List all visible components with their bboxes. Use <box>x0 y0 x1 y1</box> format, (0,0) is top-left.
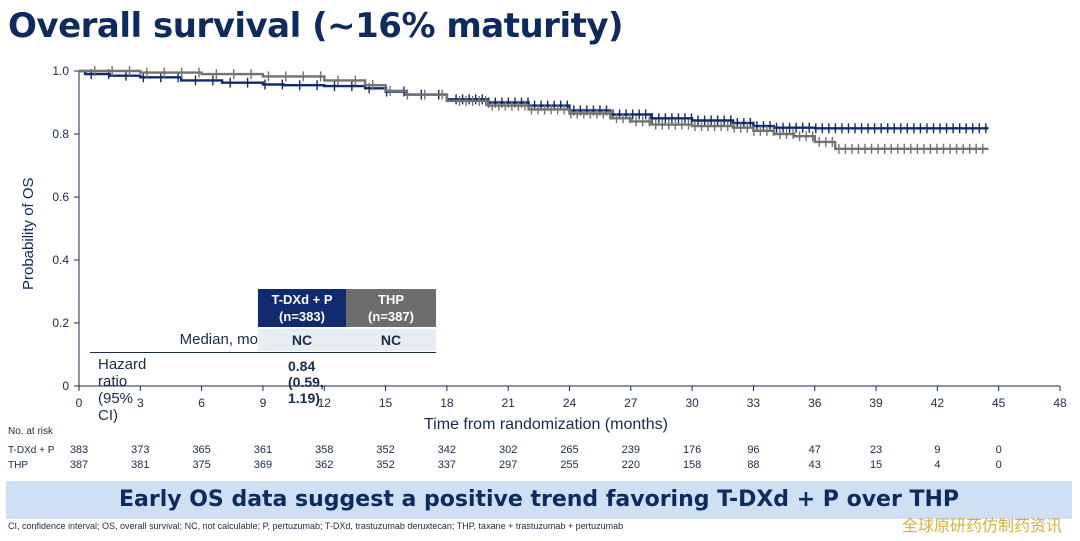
arm-b-header-n: (n=387) <box>368 309 414 324</box>
x-tick-label: 3 <box>137 396 144 410</box>
at-risk-value: 43 <box>808 459 821 471</box>
at-risk-value: 369 <box>253 459 273 471</box>
at-risk-value: 0 <box>995 459 1002 471</box>
at-risk-value: 9 <box>934 444 941 456</box>
watermark: 全球原研药仿制药资讯 <box>901 518 1062 535</box>
at-risk-value: 361 <box>253 444 273 456</box>
at-risk-value: 381 <box>131 459 150 471</box>
arm-b-header-name: THP <box>378 292 404 307</box>
chart-series <box>79 66 989 154</box>
at-risk-title: No. at risk <box>8 426 54 437</box>
hazard-ratio-label: Hazard ratio (95% CI) <box>98 356 147 424</box>
at-risk-value: 4 <box>934 459 941 471</box>
at-risk-value: 96 <box>747 444 760 456</box>
x-tick-label: 39 <box>869 396 883 410</box>
y-tick-label: 0.8 <box>52 127 69 141</box>
at-risk-value: 337 <box>437 459 457 471</box>
x-tick-label: 6 <box>198 396 205 410</box>
at-risk-value: 158 <box>682 459 702 471</box>
y-tick-label: 0 <box>62 379 69 393</box>
conclusion-banner: Early OS data suggest a positive trend f… <box>6 481 1072 519</box>
series-line-tdxd-p <box>79 69 989 130</box>
at-risk-value: 362 <box>315 459 334 471</box>
at-risk-value: 342 <box>437 444 457 456</box>
x-tick-label: 21 <box>502 396 516 410</box>
x-tick-label: 33 <box>747 396 761 410</box>
at-risk-value: 387 <box>69 459 89 471</box>
x-tick-label: 27 <box>624 396 638 410</box>
at-risk-value: 352 <box>376 444 395 456</box>
at-risk-value: 265 <box>560 444 579 456</box>
median-arm-a: NC <box>258 329 346 351</box>
table-divider <box>90 352 436 353</box>
y-tick-label: 0.2 <box>52 316 69 330</box>
series-line-thp <box>79 69 989 150</box>
footnote: CI, confidence interval; OS, overall sur… <box>8 521 624 531</box>
arm-a-header-n: (n=383) <box>279 309 325 324</box>
arm-a-header: T-DXd + P (n=383) <box>258 289 346 327</box>
at-risk-value: 220 <box>621 459 640 471</box>
at-risk-value: 239 <box>621 444 640 456</box>
at-risk-value: 255 <box>560 459 579 471</box>
at-risk-value: 352 <box>376 459 395 471</box>
at-risk-row-label: THP <box>8 460 28 471</box>
at-risk-row-label: T-DXd + P <box>8 445 55 456</box>
at-risk-value: 383 <box>69 444 89 456</box>
at-risk-value: 365 <box>192 444 211 456</box>
y-tick-label: 0.4 <box>52 253 69 267</box>
y-axis-label: Probability of OS <box>20 177 37 290</box>
x-tick-label: 15 <box>379 396 393 410</box>
at-risk-value: 302 <box>499 444 518 456</box>
at-risk-value: 373 <box>131 444 150 456</box>
at-risk-value: 23 <box>869 444 883 456</box>
at-risk-value: 47 <box>808 444 821 456</box>
x-tick-label: 24 <box>563 396 577 410</box>
arm-b-header: THP (n=387) <box>346 289 436 327</box>
x-tick-label: 30 <box>685 396 699 410</box>
chart-ticks: 0 3 6 9 12 15 18 21 24 27 30 33 36 39 42 45 4800.20.40.6… <box>52 64 1067 410</box>
at-risk-value: 375 <box>192 459 211 471</box>
y-tick-label: 0.6 <box>52 190 69 204</box>
x-tick-label: 12 <box>318 396 332 410</box>
page-title: Overall survival (~16% maturity) <box>8 6 624 46</box>
x-tick-label: 0 <box>76 396 83 410</box>
at-risk-value: 88 <box>747 459 760 471</box>
median-label: Median, mo <box>179 331 258 348</box>
median-row: Median, mo NC NC <box>90 329 436 351</box>
x-tick-label: 36 <box>808 396 822 410</box>
at-risk-value: 358 <box>315 444 334 456</box>
y-tick-label: 1.0 <box>52 64 69 78</box>
at-risk-value: 297 <box>499 459 518 471</box>
x-tick-label: 45 <box>992 396 1006 410</box>
hazard-ratio-value: 0.84 (0.59, 1.19) <box>288 358 324 406</box>
x-tick-label: 48 <box>1053 396 1067 410</box>
arm-a-header-name: T-DXd + P <box>271 292 333 307</box>
x-axis-label: Time from randomization (months) <box>424 416 668 433</box>
at-risk-value: 176 <box>682 444 702 456</box>
x-tick-label: 9 <box>260 396 267 410</box>
x-tick-label: 42 <box>931 396 945 410</box>
at-risk-value: 15 <box>869 459 883 471</box>
at-risk-value: 0 <box>995 444 1002 456</box>
x-tick-label: 18 <box>440 396 454 410</box>
median-arm-b: NC <box>346 329 436 351</box>
